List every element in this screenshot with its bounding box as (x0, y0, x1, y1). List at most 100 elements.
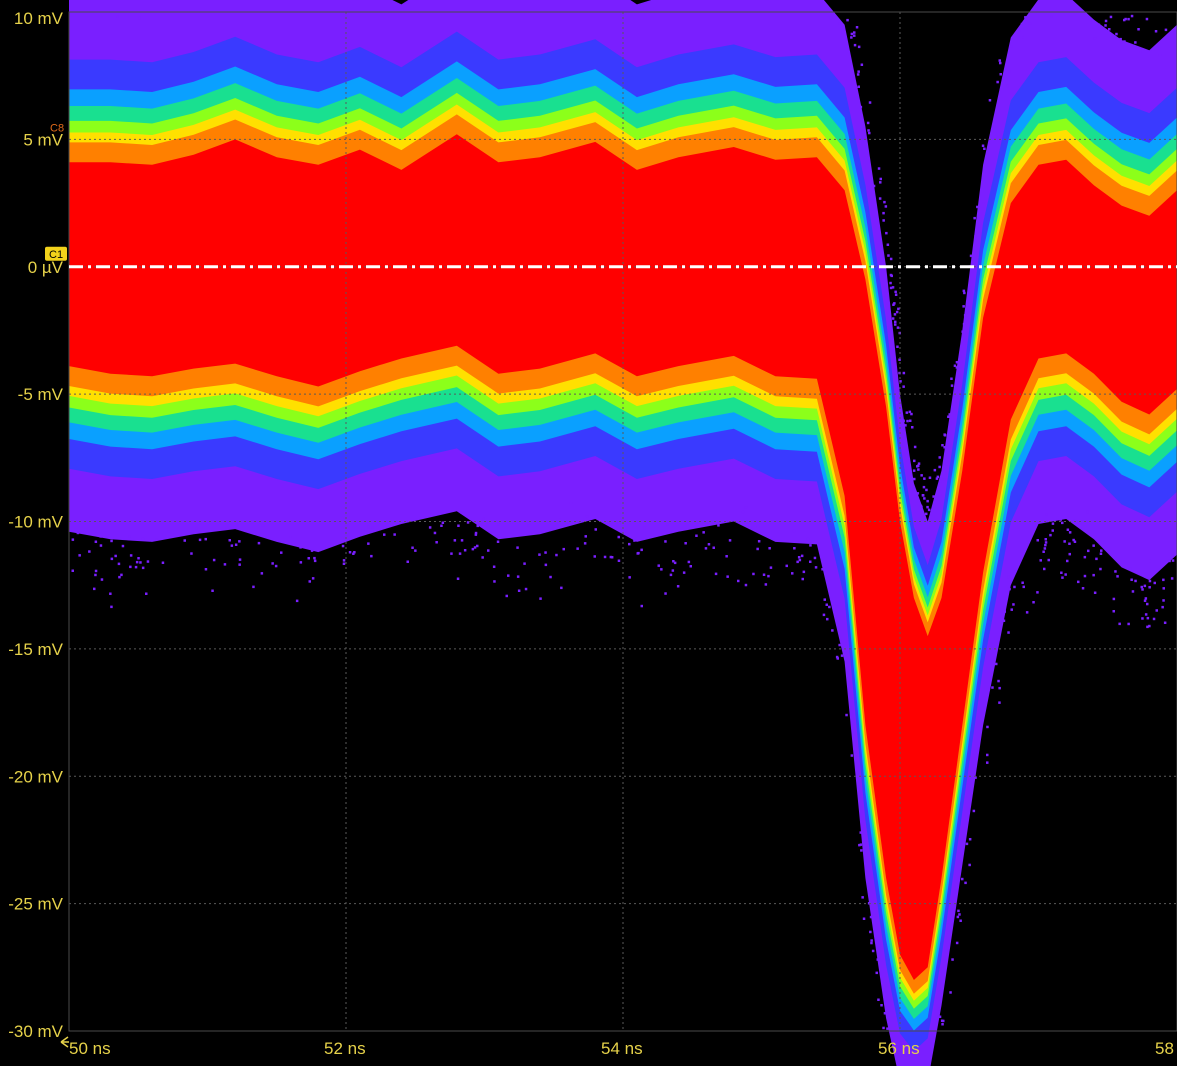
outlier-dot (786, 565, 789, 568)
outlier-dot (756, 548, 759, 551)
outlier-dot (370, 555, 373, 558)
outlier-dot (1145, 597, 1148, 600)
outlier-dot (1119, 38, 1122, 41)
outlier-dot (887, 254, 890, 256)
outlier-dot (618, 560, 621, 563)
outlier-dot (506, 595, 509, 598)
outlier-dot (892, 317, 895, 320)
outlier-dot (809, 561, 812, 564)
outlier-dot (889, 282, 892, 285)
outlier-dot (1049, 534, 1052, 537)
outlier-dot (938, 1008, 941, 1011)
outlier-dot (688, 561, 691, 564)
outlier-dot (868, 132, 871, 135)
outlier-dot (940, 477, 943, 480)
outlier-dot (966, 843, 969, 846)
reference-marker-c1[interactable]: C1 (45, 247, 67, 261)
outlier-dot (939, 480, 942, 483)
outlier-dot (1154, 582, 1157, 585)
outlier-dot (956, 361, 959, 364)
outlier-dot (1149, 560, 1152, 563)
outlier-dot (962, 305, 965, 308)
outlier-dot (1052, 522, 1055, 525)
outlier-dot (1162, 599, 1165, 602)
outlier-dot (138, 17, 141, 20)
outlier-dot (884, 1012, 887, 1015)
outlier-dot (1010, 45, 1013, 48)
outlier-dot (949, 991, 952, 994)
outlier-dot (549, 576, 552, 579)
outlier-dot (926, 500, 929, 503)
outlier-dot (858, 86, 861, 89)
outlier-dot (925, 513, 928, 516)
outlier-dot (1132, 590, 1135, 593)
outlier-dot (118, 563, 121, 566)
outlier-dot (770, 566, 773, 569)
outlier-dot (1139, 51, 1142, 54)
outlier-dot (1127, 18, 1130, 21)
outlier-dot (643, 527, 646, 530)
outlier-dot (963, 335, 966, 338)
outlier-dot (726, 575, 729, 578)
outlier-dot (1069, 553, 1072, 556)
outlier-dot (1095, 558, 1098, 561)
outlier-dot (313, 557, 316, 560)
outlier-dot (271, 562, 274, 565)
outlier-dot (1066, 560, 1069, 563)
outlier-dot (493, 580, 496, 583)
outlier-dot (1067, 529, 1070, 532)
outlier-dot (970, 255, 973, 258)
outlier-dot (897, 308, 900, 311)
outlier-dot (880, 1004, 883, 1007)
outlier-dot (831, 629, 834, 632)
outlier-dot (660, 568, 663, 571)
outlier-dot (1145, 613, 1148, 616)
outlier-dot (118, 576, 121, 579)
outlier-dot (604, 556, 607, 559)
outlier-dot (476, 545, 479, 548)
outlier-dot (352, 553, 355, 556)
outlier-dot (231, 544, 234, 547)
outlier-dot (229, 539, 232, 542)
outlier-dot (854, 44, 857, 47)
outlier-dot (1137, 28, 1140, 31)
outlier-dot (544, 551, 547, 554)
outlier-dot (78, 554, 81, 557)
outlier-dot (917, 465, 920, 468)
outlier-dot (135, 566, 138, 569)
outlier-dot (1068, 543, 1071, 546)
outlier-dot (1162, 579, 1165, 582)
outlier-dot (1092, 574, 1095, 577)
outlier-dot (896, 311, 899, 314)
outlier-dot (1141, 586, 1144, 589)
outlier-dot (493, 566, 496, 569)
outlier-dot (497, 535, 500, 538)
outlier-dot (1098, 24, 1101, 27)
outlier-dot (938, 466, 941, 469)
outlier-dot (1163, 587, 1166, 590)
outlier-dot (454, 539, 457, 542)
outlier-dot (713, 547, 716, 550)
outlier-dot (518, 590, 521, 593)
outlier-dot (765, 583, 768, 586)
outlier-dot (343, 559, 346, 562)
outlier-dot (793, 530, 796, 533)
trace-marker-c8[interactable]: C8 (50, 122, 64, 134)
outlier-dot (155, 538, 158, 541)
outlier-dot (1037, 539, 1040, 542)
outlier-dot (904, 424, 907, 427)
outlier-dot (497, 523, 500, 526)
outlier-dot (867, 129, 870, 132)
outlier-dot (1007, 631, 1010, 634)
outlier-dot (920, 505, 923, 508)
outlier-dot (457, 578, 460, 581)
outlier-dot (995, 663, 998, 666)
outlier-dot (1040, 559, 1043, 562)
outlier-dot (966, 318, 969, 321)
outlier-dot (695, 535, 698, 538)
outlier-dot (1061, 522, 1064, 525)
outlier-dot (895, 294, 898, 297)
outlier-dot (761, 531, 764, 534)
outlier-dot (870, 916, 873, 919)
